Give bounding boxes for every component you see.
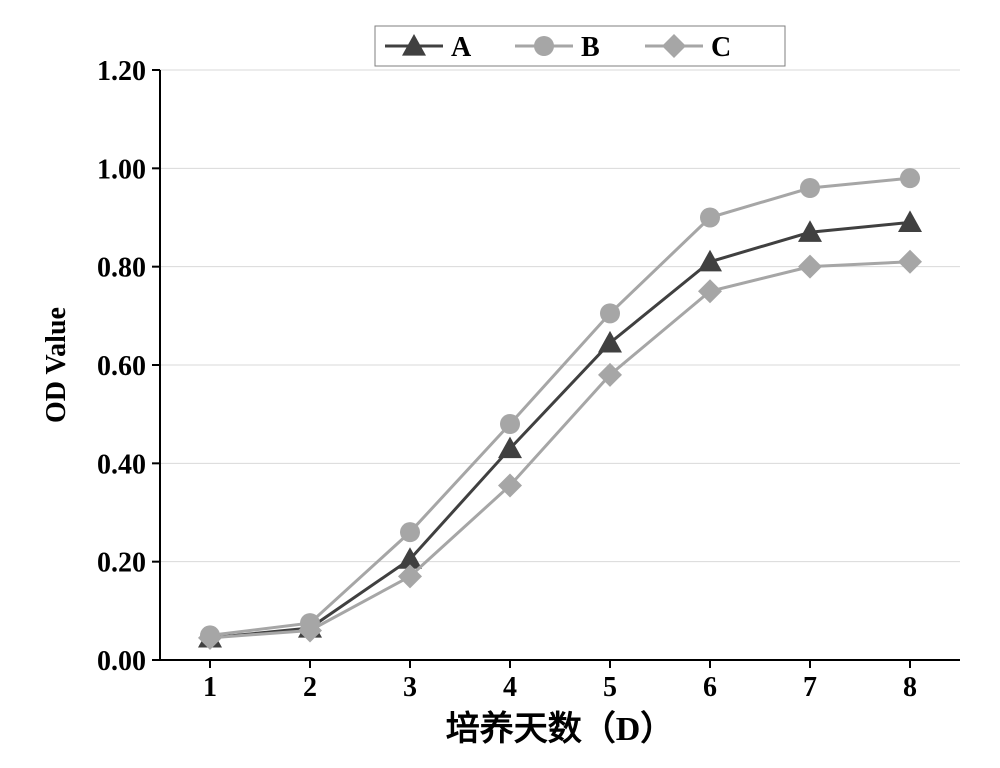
- y-tick-label: 0.20: [97, 548, 146, 579]
- y-tick-label: 0.60: [97, 351, 146, 382]
- y-tick-label: 0.40: [97, 449, 146, 480]
- x-tick-label: 3: [403, 672, 417, 703]
- x-axis-label: 培养天数（D）: [446, 709, 675, 748]
- x-tick-label: 6: [703, 672, 717, 703]
- y-axis-label: OD Value: [41, 307, 72, 423]
- x-tick-label: 4: [503, 672, 517, 703]
- marker-circle: [400, 522, 420, 542]
- x-tick-label: 1: [203, 672, 217, 703]
- y-tick-label: 0.80: [97, 253, 146, 284]
- marker-circle: [600, 303, 620, 323]
- y-tick-label: 0.00: [97, 646, 146, 677]
- legend-label: B: [581, 32, 600, 63]
- x-tick-label: 5: [603, 672, 617, 703]
- marker-circle: [500, 414, 520, 434]
- chart-container: 0.00 0.20 0.40 0.60 0.80 1.00 1.20 1 2 3 4 5 6 7 8 OD V…: [0, 0, 1000, 768]
- marker-circle: [534, 36, 554, 56]
- legend: A B C: [375, 26, 785, 66]
- legend-label: A: [451, 32, 472, 63]
- marker-circle: [900, 168, 920, 188]
- y-tick-label: 1.00: [97, 154, 146, 185]
- x-tick-label: 7: [803, 672, 817, 703]
- line-chart: 0.00 0.20 0.40 0.60 0.80 1.00 1.20 1 2 3 4 5 6 7 8 OD V…: [0, 0, 1000, 768]
- y-tick-label: 1.20: [97, 56, 146, 87]
- legend-label: C: [711, 32, 731, 63]
- x-tick-label: 2: [303, 672, 317, 703]
- x-tick-label: 8: [903, 672, 917, 703]
- marker-circle: [700, 208, 720, 228]
- marker-circle: [800, 178, 820, 198]
